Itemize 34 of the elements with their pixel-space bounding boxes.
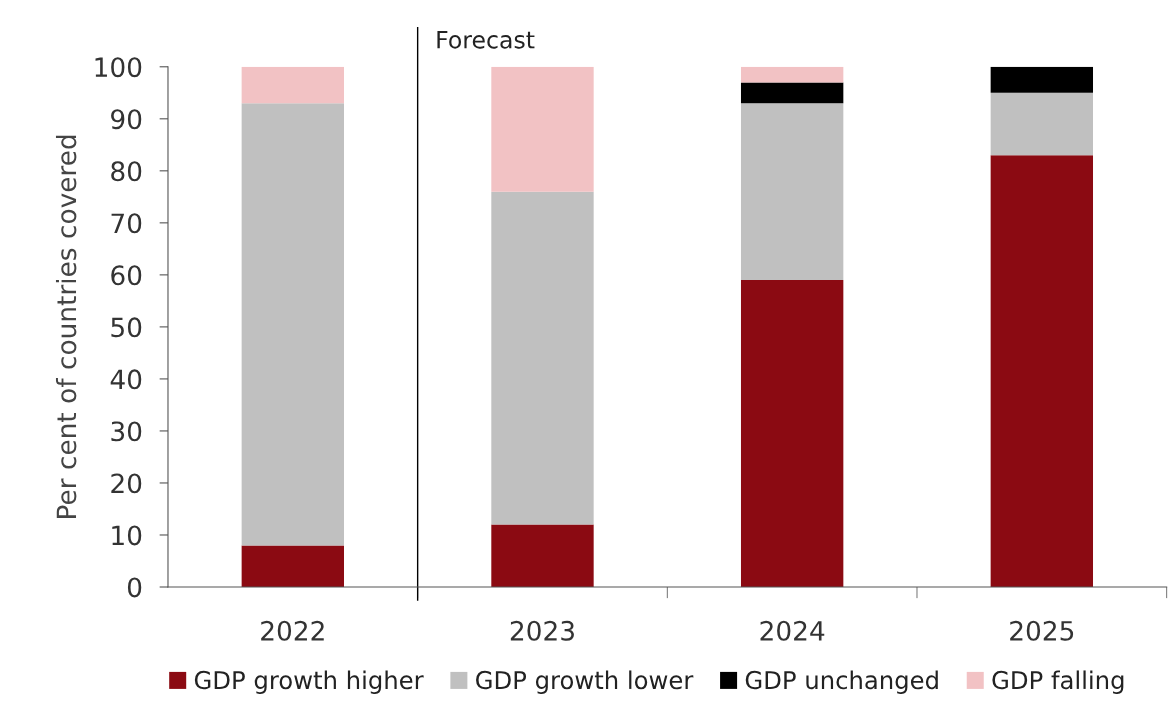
bar xyxy=(241,103,344,546)
bar xyxy=(740,66,844,83)
y-tick-label: 50 xyxy=(111,317,142,338)
bar xyxy=(491,524,594,587)
x-tick-label: 2023 xyxy=(510,620,574,641)
y-tick-label: 80 xyxy=(111,161,142,182)
y-tick-label: 90 xyxy=(111,109,142,130)
x-tick-label: 2025 xyxy=(1010,620,1074,641)
legend-label: GDP growth lower xyxy=(476,670,694,694)
x-tick-label: 2022 xyxy=(261,620,324,641)
y-tick-label: 30 xyxy=(111,421,142,442)
bar xyxy=(241,66,344,104)
y-tick-label: 100 xyxy=(95,57,142,78)
y-tick-label: 40 xyxy=(110,369,142,390)
y-tick-label: 0 xyxy=(127,577,142,598)
legend-label: GDP falling xyxy=(992,670,1124,694)
y-tick-label: 10 xyxy=(112,525,142,546)
bar xyxy=(491,191,594,525)
y-tick-label: 70 xyxy=(111,213,142,234)
bar xyxy=(491,66,594,192)
y-tick-label: 60 xyxy=(111,265,142,286)
bar xyxy=(740,82,844,104)
y-axis-title: Per cent of countries covered xyxy=(55,135,77,518)
bar xyxy=(990,66,1094,93)
y-tick-label: 20 xyxy=(111,473,142,494)
bar xyxy=(241,545,344,587)
legend-label: GDP growth higher xyxy=(194,670,424,694)
bar xyxy=(740,103,844,281)
text: Forecast xyxy=(437,31,535,49)
bar xyxy=(990,92,1094,156)
bar xyxy=(990,155,1094,587)
x-tick-label: 2024 xyxy=(760,620,825,641)
bar xyxy=(740,280,844,587)
legend-label: GDP unchanged xyxy=(745,670,938,694)
